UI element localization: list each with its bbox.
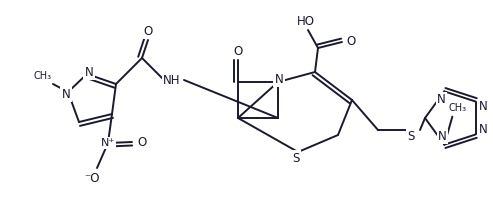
- Text: NH: NH: [163, 73, 181, 87]
- Text: ⁻O: ⁻O: [84, 171, 100, 185]
- Text: S: S: [407, 130, 415, 144]
- Text: N: N: [437, 93, 446, 106]
- Text: O: O: [143, 25, 153, 37]
- Text: N: N: [85, 66, 93, 78]
- Text: S: S: [292, 151, 300, 165]
- Text: N: N: [479, 123, 488, 136]
- Text: CH₃: CH₃: [34, 71, 52, 81]
- Text: O: O: [347, 34, 355, 48]
- Text: CH₃: CH₃: [448, 103, 466, 113]
- Text: HO: HO: [297, 14, 315, 28]
- Text: N: N: [62, 88, 70, 101]
- Text: O: O: [138, 135, 146, 148]
- Text: O: O: [233, 45, 243, 57]
- Text: N: N: [275, 72, 283, 86]
- Text: N⁺: N⁺: [101, 138, 115, 148]
- Text: N: N: [479, 100, 488, 113]
- Text: N: N: [438, 130, 447, 143]
